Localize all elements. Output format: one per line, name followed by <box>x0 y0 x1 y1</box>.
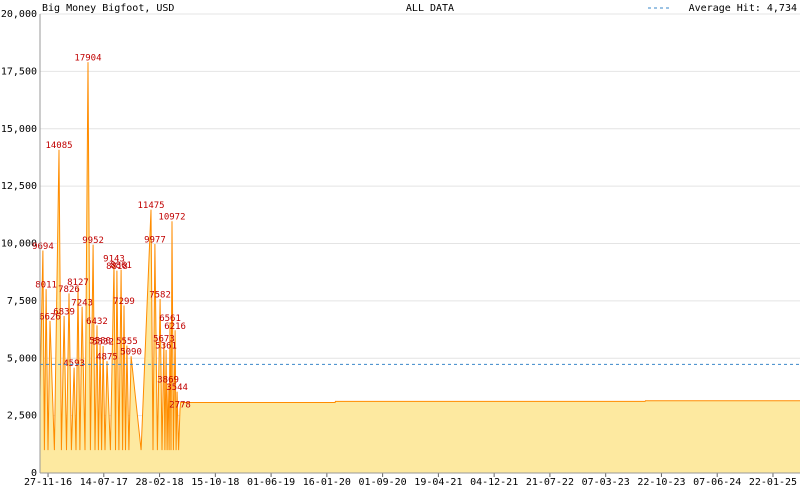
data-label: 9977 <box>144 236 166 246</box>
y-tick-label: 0 <box>31 468 37 479</box>
y-tick-label: 7,500 <box>7 296 37 307</box>
data-label: 5555 <box>116 337 138 347</box>
data-label: 9694 <box>32 242 54 252</box>
data-label: 5580 <box>89 336 111 346</box>
data-label: 17904 <box>74 54 101 64</box>
data-label: 7582 <box>149 290 171 300</box>
data-label: 5532 <box>92 338 114 348</box>
x-tick-label: 01-06-19 <box>247 477 295 488</box>
chart-title: Big Money Bigfoot, USD <box>42 3 174 14</box>
y-tick-label: 12,500 <box>1 181 37 192</box>
data-label: 6216 <box>164 322 186 332</box>
data-label: 5090 <box>120 348 142 358</box>
x-tick-label: 16-01-20 <box>303 477 351 488</box>
x-tick-label: 15-10-18 <box>191 477 239 488</box>
data-label: 8011 <box>35 281 57 291</box>
data-label: 4593 <box>63 359 85 369</box>
data-label: 3869 <box>157 376 179 386</box>
data-label: 4875 <box>96 353 118 363</box>
data-label: 11475 <box>137 201 164 211</box>
x-tick-label: 14-07-17 <box>80 477 128 488</box>
data-label: 9952 <box>82 236 104 246</box>
x-tick-label: 21-07-22 <box>526 477 574 488</box>
data-label: 8818 <box>106 262 128 272</box>
x-tick-label: 07-06-24 <box>693 477 741 488</box>
data-label: 7299 <box>113 297 135 307</box>
data-label: 7826 <box>58 285 80 295</box>
data-label: 3544 <box>166 383 188 393</box>
x-tick-label: 19-04-21 <box>414 477 462 488</box>
data-label: 8127 <box>67 278 89 288</box>
data-label: 5361 <box>155 341 177 351</box>
x-tick-label: 27-11-16 <box>24 477 72 488</box>
x-tick-label: 28-02-18 <box>135 477 183 488</box>
y-tick-label: 20,000 <box>1 9 37 20</box>
chart-subtitle: ALL DATA <box>406 3 454 14</box>
y-tick-label: 17,500 <box>1 66 37 77</box>
data-label: 6839 <box>53 308 75 318</box>
data-label: 8861 <box>110 261 132 271</box>
data-label: 6561 <box>159 314 181 324</box>
y-tick-label: 2,500 <box>7 411 37 422</box>
y-tick-label: 10,000 <box>1 239 37 250</box>
x-tick-label: 07-03-23 <box>582 477 630 488</box>
x-tick-label: 22-10-23 <box>637 477 685 488</box>
data-label: 5673 <box>153 334 175 344</box>
data-label: 7243 <box>71 298 93 308</box>
line <box>39 62 800 451</box>
data-label: 6626 <box>39 312 61 322</box>
data-label: 6432 <box>86 317 108 327</box>
legend-label: Average Hit: 4,734 <box>689 3 797 14</box>
x-tick-label: 04-12-21 <box>470 477 518 488</box>
data-label: 2778 <box>169 401 191 411</box>
data-label: 10972 <box>158 213 185 223</box>
y-tick-label: 5,000 <box>7 353 37 364</box>
x-tick-label: 22-01-25 <box>749 477 797 488</box>
x-tick-label: 01-09-20 <box>359 477 407 488</box>
y-tick-label: 15,000 <box>1 124 37 135</box>
data-label: 9143 <box>103 255 125 265</box>
data-label: 14085 <box>45 141 72 151</box>
